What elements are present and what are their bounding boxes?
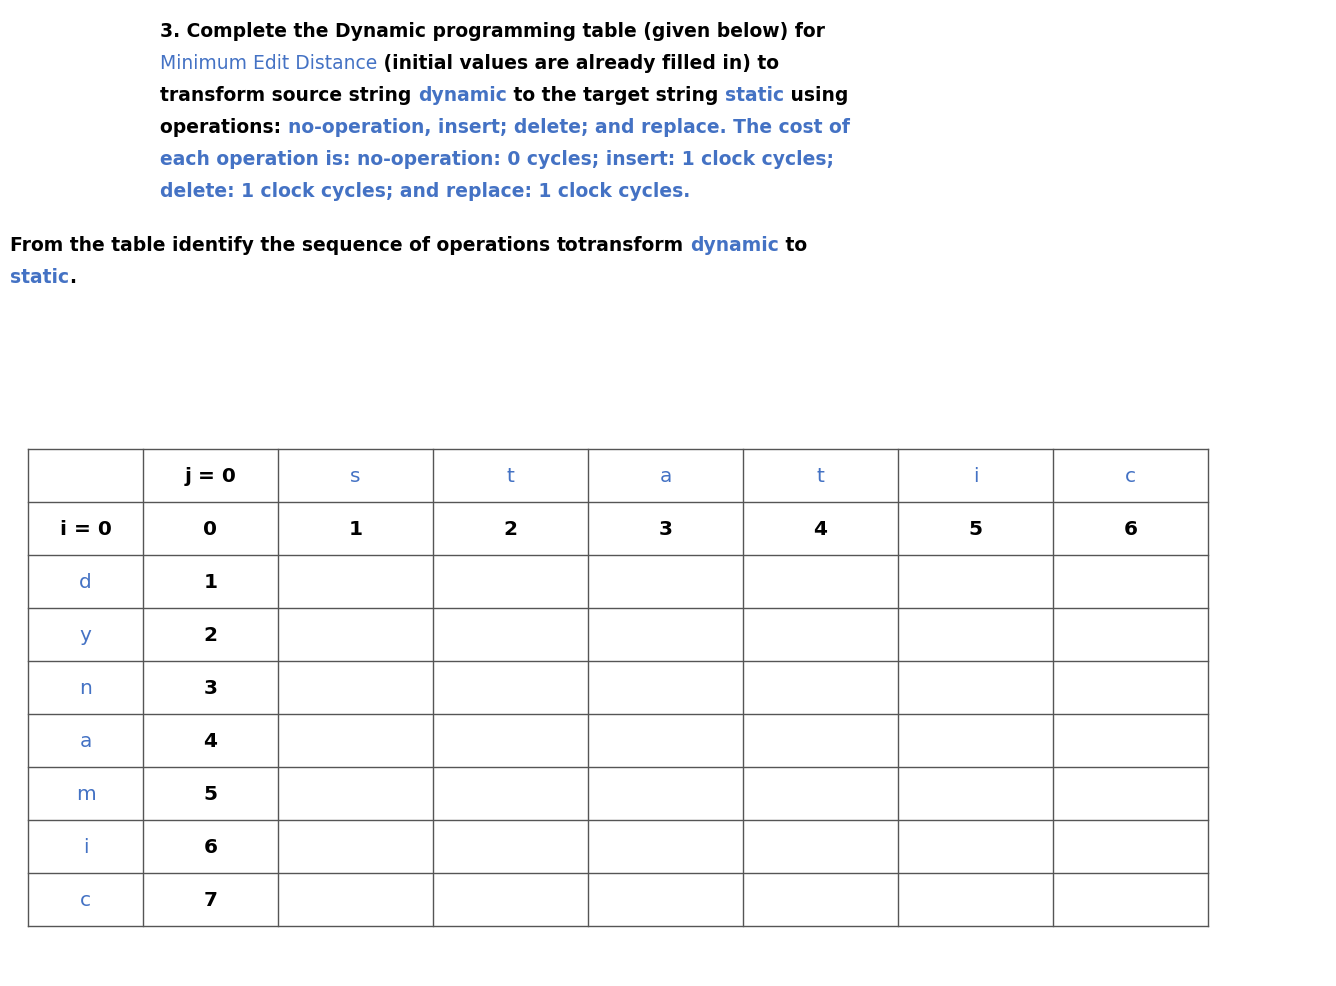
- Text: transform source string: transform source string: [160, 86, 418, 105]
- Text: to the target string: to the target string: [506, 86, 724, 105]
- Text: y: y: [80, 625, 91, 644]
- Text: to: to: [557, 236, 578, 254]
- Text: delete: 1 clock cycles; and replace: 1 clock cycles.: delete: 1 clock cycles; and replace: 1 c…: [160, 181, 691, 201]
- Text: static: static: [9, 268, 69, 287]
- Text: From the table identify the sequence of operations: From the table identify the sequence of …: [9, 236, 557, 254]
- Text: each operation is: no-operation: 0 cycles; insert: 1 clock cycles;: each operation is: no-operation: 0 cycle…: [160, 150, 834, 169]
- Text: (initial values are already filled in) to: (initial values are already filled in) t…: [377, 54, 779, 73]
- Text: 3: 3: [659, 520, 672, 538]
- Text: .: .: [69, 268, 76, 287]
- Text: a: a: [659, 466, 672, 485]
- Text: 5: 5: [969, 520, 982, 538]
- Text: 4: 4: [814, 520, 827, 538]
- Text: dynamic: dynamic: [418, 86, 506, 105]
- Text: static: static: [724, 86, 784, 105]
- Text: 7: 7: [203, 890, 218, 909]
- Text: operations:: operations:: [160, 118, 287, 137]
- Text: 1: 1: [203, 573, 218, 592]
- Text: transform: transform: [578, 236, 689, 254]
- Text: 3: 3: [203, 678, 218, 697]
- Text: 5: 5: [203, 784, 218, 804]
- Text: no-operation, insert; delete; and replace. The cost of: no-operation, insert; delete; and replac…: [287, 118, 850, 137]
- Text: j = 0: j = 0: [184, 466, 236, 485]
- Text: 4: 4: [203, 732, 218, 750]
- Text: 6: 6: [203, 837, 218, 856]
- Text: dynamic: dynamic: [689, 236, 779, 254]
- Text: 1: 1: [349, 520, 362, 538]
- Text: t: t: [506, 466, 514, 485]
- Text: s: s: [350, 466, 361, 485]
- Text: c: c: [80, 890, 91, 909]
- Text: using: using: [784, 86, 848, 105]
- Text: c: c: [1125, 466, 1136, 485]
- Text: t: t: [816, 466, 824, 485]
- Text: i = 0: i = 0: [60, 520, 111, 538]
- Text: to: to: [779, 236, 807, 254]
- Text: 2: 2: [203, 625, 218, 644]
- Text: 0: 0: [203, 520, 218, 538]
- Text: n: n: [79, 678, 92, 697]
- Text: 3. Complete the Dynamic programming table (given below) for: 3. Complete the Dynamic programming tabl…: [160, 22, 826, 41]
- Text: i: i: [83, 837, 88, 856]
- Text: a: a: [79, 732, 92, 750]
- Text: d: d: [79, 573, 92, 592]
- Text: 6: 6: [1124, 520, 1137, 538]
- Text: Minimum Edit Distance: Minimum Edit Distance: [160, 54, 377, 73]
- Text: m: m: [76, 784, 95, 804]
- Text: i: i: [973, 466, 978, 485]
- Text: 2: 2: [504, 520, 517, 538]
